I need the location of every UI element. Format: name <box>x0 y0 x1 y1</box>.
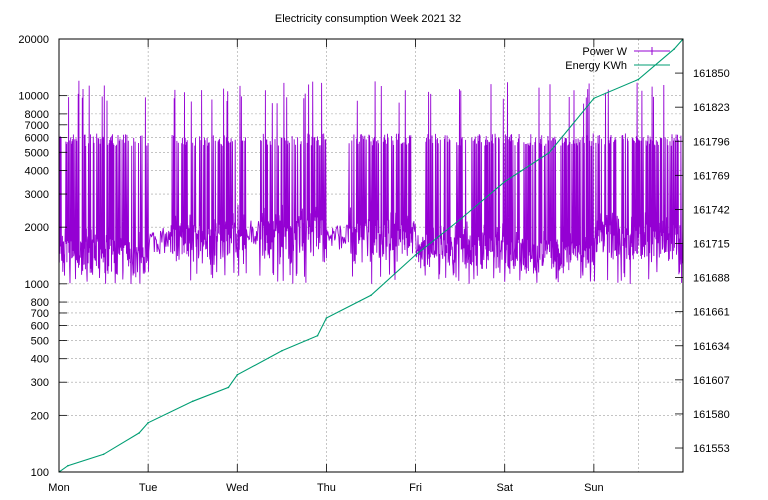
energy-point <box>67 464 69 467</box>
y2-tick-label: 161823 <box>693 102 730 114</box>
y-tick-label: 8000 <box>25 109 49 121</box>
legend-label-power: Power W <box>582 46 627 58</box>
y2-tick-label: 161580 <box>693 409 730 421</box>
plot-border <box>58 38 684 473</box>
x-tick-label: Sun <box>584 482 604 494</box>
y-tick-label: 1000 <box>25 279 49 291</box>
energy-point <box>548 151 551 154</box>
y2-tick-label: 161553 <box>693 443 730 455</box>
energy-point <box>236 374 239 376</box>
energy-point <box>325 317 328 319</box>
y-tick-label: 5000 <box>25 147 49 159</box>
energy-point <box>147 422 149 424</box>
energy-point <box>227 386 230 389</box>
y2-tick-label: 161796 <box>693 136 730 148</box>
y2-tick-label: 161634 <box>693 341 730 353</box>
energy-point <box>503 180 506 183</box>
x-tick-label: Mon <box>48 482 69 494</box>
y2-tick-label: 161661 <box>693 307 730 319</box>
energy-point <box>370 294 372 297</box>
y-tick-label: 600 <box>31 321 49 333</box>
y2-tick-label: 161850 <box>693 68 730 80</box>
y-tick-label: 10000 <box>18 91 49 103</box>
legend: Power W Energy KWh <box>565 46 670 72</box>
x-tick-label: Sat <box>496 482 513 494</box>
energy-point <box>281 350 283 352</box>
legend-label-energy: Energy KWh <box>565 60 627 72</box>
y-tick-label: 20000 <box>18 34 49 46</box>
y-tick-label: 2000 <box>25 222 49 234</box>
y2-tick-label: 161607 <box>693 375 730 387</box>
plot-area <box>59 39 683 472</box>
y-tick-label: 800 <box>31 297 49 309</box>
y-tick-label: 300 <box>31 377 49 389</box>
x-tick-label: Wed <box>226 482 248 494</box>
y-tick-label: 7000 <box>25 120 49 132</box>
energy-point <box>637 78 640 81</box>
y-tick-label: 500 <box>31 335 49 347</box>
x-tick-label: Fri <box>409 482 422 494</box>
y2-tick-label: 161742 <box>693 204 730 216</box>
y-tick-label: 200 <box>31 410 49 422</box>
chart-title: Electricity consumption Week 2021 32 <box>275 13 461 25</box>
y2-tick-label: 161769 <box>693 170 730 182</box>
y-tick-label: 3000 <box>25 189 49 201</box>
y-tick-label: 700 <box>31 308 49 320</box>
x-tick-label: Tue <box>139 482 158 494</box>
y2-tick-label: 161715 <box>693 239 730 251</box>
y2-tick-label: 161688 <box>693 273 730 285</box>
energy-point <box>414 254 417 256</box>
energy-point <box>191 400 194 403</box>
y-tick-label: 4000 <box>25 166 49 178</box>
energy-point <box>316 334 319 337</box>
energy-point <box>138 432 140 434</box>
series-energy-line <box>59 39 683 472</box>
y-tick-label: 6000 <box>25 132 49 144</box>
y-tick-label: 100 <box>31 467 49 479</box>
energy-point <box>102 453 105 456</box>
series-power-line <box>59 80 683 285</box>
y-tick-label: 400 <box>31 354 49 366</box>
energy-point <box>673 48 675 50</box>
energy-point <box>459 218 461 221</box>
energy-point <box>593 97 595 100</box>
x-tick-label: Thu <box>317 482 336 494</box>
